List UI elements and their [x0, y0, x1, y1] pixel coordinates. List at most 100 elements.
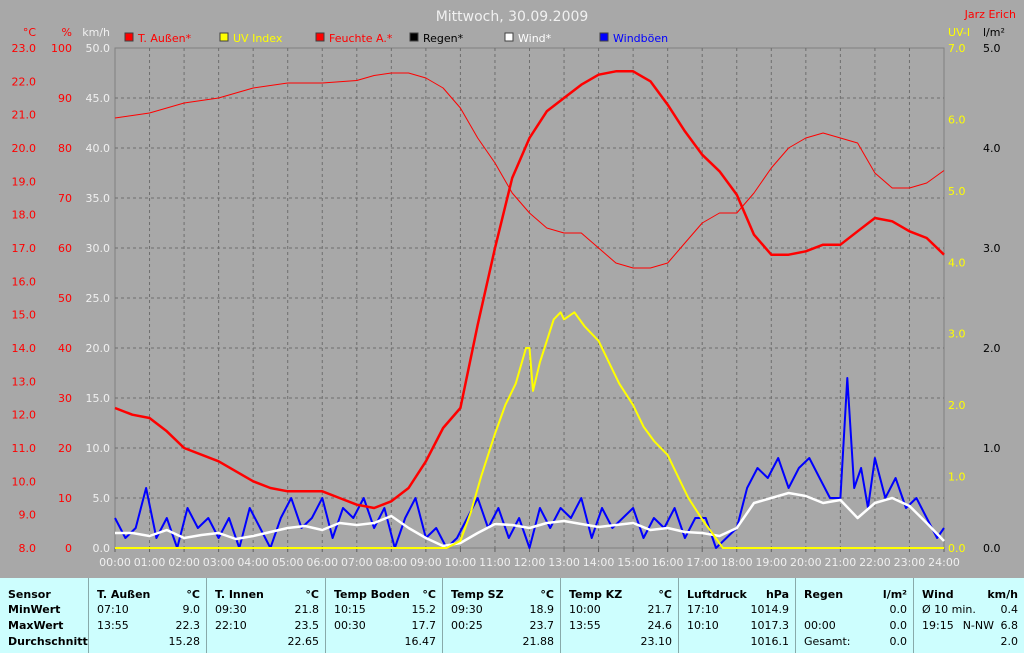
hum-tick-label: 80	[58, 142, 72, 155]
stats-row: 23.10	[561, 633, 678, 650]
x-tick-label: 14:00	[583, 556, 615, 569]
stats-value: 23.7	[529, 619, 555, 632]
stats-header: Temp Boden	[334, 588, 410, 601]
stats-time: MinWert	[8, 603, 61, 616]
stats-row: 13:55 22.3	[89, 617, 206, 634]
temp-tick-label: 17.0	[12, 242, 37, 255]
legend-label: UV Index	[233, 32, 283, 45]
stats-value: 0.0	[889, 619, 908, 632]
hum-axis-unit: %	[62, 26, 72, 39]
stats-row: 10:15 15.2	[326, 601, 442, 618]
hum-tick-label: 50	[58, 292, 72, 305]
temp-axis-unit: °C	[23, 26, 37, 39]
wind-tick-label: 0.0	[93, 542, 111, 555]
wind-tick-label: 5.0	[93, 492, 111, 505]
x-tick-label: 15:00	[617, 556, 649, 569]
stats-row: 16.47	[326, 633, 442, 650]
wind-tick-label: 25.0	[86, 292, 111, 305]
hum-tick-label: 20	[58, 442, 72, 455]
stats-direction: N-NW	[962, 619, 994, 632]
series-line-t-au-en	[114, 70, 945, 510]
hum-tick-label: 60	[58, 242, 72, 255]
series-group	[114, 70, 945, 549]
stats-row: 22:10 23.5	[207, 617, 325, 634]
stats-table: Sensor MinWert MaxWert Durchschnitt T. Außen…	[0, 578, 1024, 653]
stats-header-row: T. Innen °C	[207, 586, 325, 603]
series-line-feuchte-a	[114, 72, 945, 269]
x-tick-label: 09:00	[410, 556, 442, 569]
uv-tick-label: 5.0	[948, 185, 966, 198]
x-tick-label: 01:00	[134, 556, 166, 569]
temp-tick-label: 19.0	[12, 175, 37, 188]
stats-row: 19:15 N-NW 6.8	[914, 617, 1024, 634]
stats-row: 00:00 0.0	[796, 617, 913, 634]
x-tick-label: 03:00	[203, 556, 235, 569]
rain-tick-label: 5.0	[983, 42, 1001, 55]
temp-tick-label: 16.0	[12, 275, 37, 288]
x-tick-label: 07:00	[341, 556, 373, 569]
stats-column: Sensor MinWert MaxWert Durchschnitt	[0, 578, 88, 653]
stats-value: 18.9	[529, 603, 555, 616]
legend-swatch	[315, 32, 325, 42]
stats-value: 0.0	[889, 603, 908, 616]
series-line-wind	[115, 491, 945, 548]
x-tick-label: 21:00	[825, 556, 857, 569]
wind-tick-label: 30.0	[86, 242, 111, 255]
rain-tick-label: 1.0	[983, 442, 1001, 455]
stats-value: 1017.3	[750, 619, 790, 632]
uv-tick-label: 4.0	[948, 256, 966, 269]
wind-tick-label: 50.0	[86, 42, 111, 55]
rain-tick-label: 3.0	[983, 242, 1001, 255]
stats-value: 1016.1	[750, 635, 790, 648]
stats-time: 10:10	[687, 619, 719, 632]
stats-row: 00:30 17.7	[326, 617, 442, 634]
wind-axis-unit: km/h	[82, 26, 110, 39]
legend-swatch	[219, 32, 229, 42]
x-tick-label: 12:00	[514, 556, 546, 569]
corner-label: Jarz Erich	[964, 8, 1016, 21]
stats-row: 09:30 18.9	[443, 601, 560, 618]
stats-unit: °C	[422, 588, 436, 601]
hum-tick-label: 100	[51, 42, 72, 55]
stats-row: 21.88	[443, 633, 560, 650]
x-tick-label: 04:00	[237, 556, 269, 569]
x-tick-label: 00:00	[99, 556, 131, 569]
legend-label: T. Außen*	[137, 32, 192, 45]
rain-tick-label: 4.0	[983, 142, 1001, 155]
stats-value: 22.65	[287, 635, 320, 648]
x-tick-label: 06:00	[306, 556, 338, 569]
temp-tick-label: 18.0	[12, 209, 37, 222]
stats-column: T. Innen °C 09:30 21.8 22:10 23.5 22.65	[206, 578, 325, 653]
rain-tick-label: 0.0	[983, 542, 1001, 555]
temp-tick-label: 21.0	[12, 109, 37, 122]
stats-header-row: Luftdruck hPa	[679, 586, 795, 603]
stats-header: Temp SZ	[451, 588, 504, 601]
stats-value: 1014.9	[750, 603, 790, 616]
hum-tick-label: 90	[58, 92, 72, 105]
legend-swatch	[409, 32, 419, 42]
uv-axis-unit: UV-I	[948, 26, 970, 39]
axes: 23.0 22.0 21.0 20.0 19.0 18.0 17.0 16.0 15.0 14.0…	[12, 26, 1005, 569]
stats-column: Regen l/m² 0.0 00:00 0.0 Gesamt: 0.0	[795, 578, 913, 653]
stats-header-row: Temp Boden °C	[326, 586, 442, 603]
stats-time: 10:00	[569, 603, 601, 616]
stats-column: T. Außen °C 07:10 9.0 13:55 22.3 15.28	[88, 578, 206, 653]
x-tick-label: 05:00	[272, 556, 304, 569]
legend-label: Windböen	[613, 32, 668, 45]
hum-tick-label: 10	[58, 492, 72, 505]
rain-axis-unit: l/m²	[983, 26, 1005, 39]
temp-tick-label: 10.0	[12, 475, 37, 488]
stats-header: T. Außen	[97, 588, 151, 601]
stats-row: 10:00 21.7	[561, 601, 678, 618]
stats-value: 24.6	[647, 619, 673, 632]
temp-tick-label: 23.0	[12, 42, 37, 55]
stats-header-row: Sensor	[0, 586, 88, 603]
wind-tick-label: 20.0	[86, 342, 111, 355]
stats-time: Ø 10 min.	[922, 603, 976, 616]
x-tick-label: 20:00	[790, 556, 822, 569]
x-tick-label: 17:00	[686, 556, 718, 569]
stats-value: 23.5	[294, 619, 320, 632]
stats-time: 00:25	[451, 619, 483, 632]
uv-tick-label: 1.0	[948, 471, 966, 484]
x-tick-label: 13:00	[548, 556, 580, 569]
